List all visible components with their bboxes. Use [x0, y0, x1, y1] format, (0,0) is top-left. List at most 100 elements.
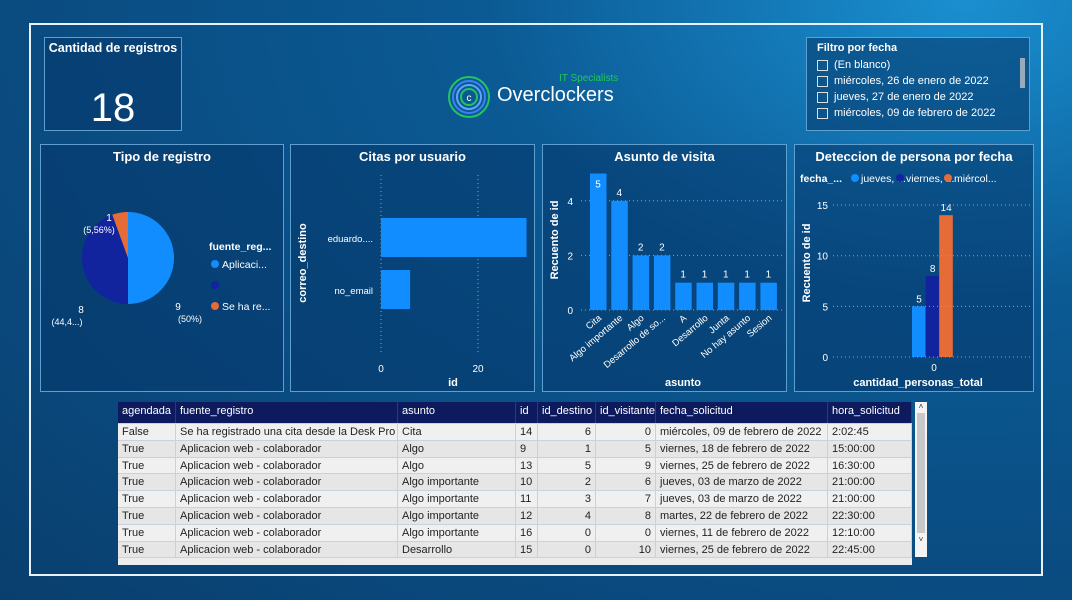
filter-option-label: miércoles, 09 de febrero de 2022: [834, 107, 996, 119]
data-label-percent: (50%): [178, 314, 202, 324]
table-row[interactable]: True Aplicacion web - colaborador Algo imp…: [118, 524, 912, 542]
table-cell: Aplicacion web - colaborador: [176, 457, 398, 474]
bar: [632, 255, 650, 310]
y-axis-label: Recuento de id: [549, 201, 561, 280]
table-cell: 10: [516, 474, 538, 491]
table-row[interactable]: True Aplicacion web - colaborador Algo imp…: [118, 507, 912, 525]
bar-chart-citas-usuario: Citas por usuario 0 20 eduardo.... no_email…: [290, 144, 535, 392]
kpi-card: Cantidad de registros 18: [44, 37, 182, 131]
checkbox[interactable]: [817, 59, 828, 71]
logo-name: Overclockers: [497, 84, 614, 106]
data-label: 4: [617, 188, 623, 199]
y-tick-label: no_email: [334, 286, 373, 297]
column-header-fuente-registro[interactable]: fuente_registro: [176, 402, 398, 423]
x-axis-label: asunto: [665, 377, 701, 389]
chart-title: Citas por usuario: [359, 149, 466, 164]
y-tick-label: 4: [567, 197, 573, 208]
legend-marker: [944, 174, 952, 182]
checkbox[interactable]: [817, 75, 828, 87]
table-cell: viernes, 11 de febrero de 2022: [656, 524, 828, 541]
legend-marker: [211, 302, 219, 310]
table-cell: 13: [516, 457, 538, 474]
table-cell: True: [118, 507, 176, 524]
legend-label: jueves, ...: [860, 173, 906, 185]
table-cell: 15:00:00: [828, 440, 912, 457]
column-header-id[interactable]: id: [516, 402, 538, 423]
table-row[interactable]: True Aplicacion web - colaborador Desarrol…: [118, 541, 912, 559]
kpi-title: Cantidad de registros: [48, 41, 178, 55]
checkbox[interactable]: [817, 91, 828, 103]
x-tick-label: Desarrollo: [670, 313, 710, 349]
table-row[interactable]: False Se ha registrado una cita desde la …: [118, 424, 912, 441]
table-cell: True: [118, 491, 176, 507]
table-cell: True: [118, 541, 176, 558]
legend-marker: [211, 260, 219, 268]
table-cell: viernes, 18 de febrero de 2022: [656, 440, 828, 457]
records-table: agendada fuente_registro asunto id id_destin…: [118, 402, 912, 565]
table-cell: jueves, 03 de marzo de 2022: [656, 491, 828, 507]
table-cell: 8: [596, 507, 656, 524]
bar: [381, 270, 411, 309]
table-cell: 6: [596, 474, 656, 491]
table-row[interactable]: True Aplicacion web - colaborador Algo imp…: [118, 491, 912, 508]
legend-marker: [896, 174, 904, 182]
legend-title: fuente_reg...: [209, 241, 272, 253]
legend-label: miércol...: [954, 173, 997, 185]
table-cell: 7: [596, 491, 656, 507]
column-header-id-destino[interactable]: id_destino: [538, 402, 596, 423]
table-cell: 0: [538, 541, 596, 558]
logo: c IT Specialists Overclockers: [447, 73, 627, 121]
filter-scrollbar[interactable]: [1020, 58, 1025, 88]
table-cell: True: [118, 474, 176, 491]
chart-title: Tipo de registro: [113, 149, 211, 164]
y-tick-label: eduardo....: [328, 234, 373, 245]
y-tick-label: 0: [822, 353, 828, 364]
x-tick-label: Sesion: [745, 313, 774, 340]
column-header-agendada[interactable]: agendada: [118, 402, 176, 423]
filter-title: Filtro por fecha: [817, 42, 898, 54]
table-cell: 0: [538, 524, 596, 541]
table-cell: martes, 22 de febrero de 2022: [656, 507, 828, 524]
x-tick-label: A: [677, 312, 689, 325]
filter-option[interactable]: jueves, 27 de enero de 2022: [817, 91, 973, 103]
filter-option[interactable]: (En blanco): [817, 59, 890, 71]
bar: [675, 282, 692, 310]
table-cell: Cita: [398, 424, 516, 440]
table-cell: 1: [538, 440, 596, 457]
data-label: 9: [175, 302, 181, 313]
data-label-percent: (5,56%): [83, 225, 115, 235]
table-cell: Algo importante: [398, 491, 516, 507]
x-axis-label: id: [448, 377, 458, 389]
table-cell: 12: [516, 507, 538, 524]
table-cell: viernes, 25 de febrero de 2022: [656, 541, 828, 558]
data-label: 2: [659, 242, 665, 253]
checkbox[interactable]: [817, 107, 828, 119]
column-header-asunto[interactable]: asunto: [398, 402, 516, 423]
table-row[interactable]: True Aplicacion web - colaborador Algo imp…: [118, 474, 912, 492]
table-cell: Aplicacion web - colaborador: [176, 440, 398, 457]
data-label: 1: [702, 270, 708, 281]
table-cell: 21:00:00: [828, 474, 912, 491]
data-label: 8: [78, 305, 84, 316]
table-row[interactable]: True Aplicacion web - colaborador Algo 13 5 9…: [118, 457, 912, 475]
bar: [717, 282, 735, 310]
data-label: 2: [638, 242, 644, 253]
filter-option[interactable]: miércoles, 09 de febrero de 2022: [817, 107, 995, 119]
column-header-id-visitante[interactable]: id_visitante: [596, 402, 656, 423]
x-tick-label: 20: [472, 364, 484, 375]
chart-title: Deteccion de persona por fecha: [815, 149, 1013, 164]
table-cell: True: [118, 440, 176, 457]
table-cell: 3: [538, 491, 596, 507]
chart-title: Asunto de visita: [614, 149, 715, 164]
logo-tagline: IT Specialists: [559, 73, 619, 84]
column-header-hora-solicitud[interactable]: hora_solicitud: [828, 402, 912, 423]
filter-option[interactable]: miércoles, 26 de enero de 2022: [817, 75, 989, 87]
table-cell: 12:10:00: [828, 524, 912, 541]
legend-label: viernes, ...: [906, 173, 954, 185]
table-row[interactable]: True Aplicacion web - colaborador Algo 9 1 5 v…: [118, 440, 912, 458]
table-cell: 5: [596, 440, 656, 457]
table-scrollbar[interactable]: ˄ ˅: [915, 402, 927, 557]
column-header-fecha-solicitud[interactable]: fecha_solicitud: [656, 402, 828, 423]
x-tick-label: 0: [931, 363, 937, 374]
data-label: 1: [766, 270, 772, 281]
